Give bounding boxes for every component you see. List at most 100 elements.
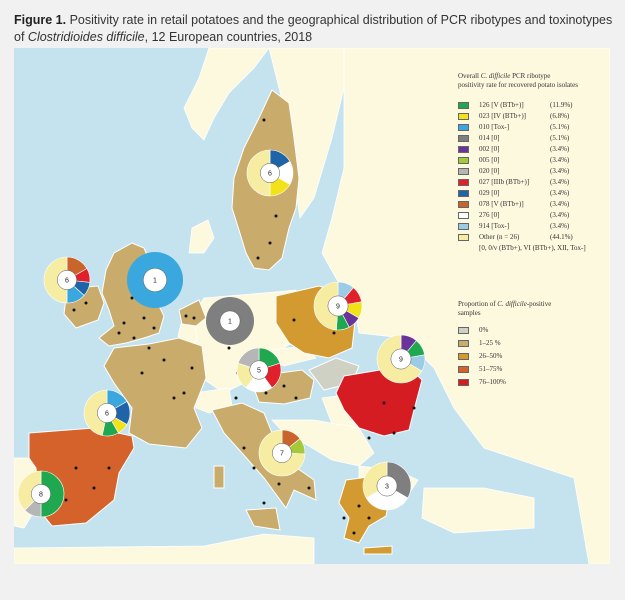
pie-count-label: 9 (399, 357, 403, 364)
netherlands (178, 299, 207, 327)
sampling-dot (357, 504, 361, 508)
pie-center (260, 163, 280, 183)
legend-swatch (458, 190, 469, 197)
ribotype-legend-item: 002 [0] (3.4%) (458, 144, 608, 155)
ribotype-legend-title: Overall C. difficile PCR ribotype positi… (458, 72, 608, 90)
sampling-dot (367, 516, 371, 520)
sampling-dot (122, 321, 126, 325)
pie-center (142, 267, 168, 293)
sampling-dot (262, 118, 266, 122)
ribotype-legend-item: 005 [0] (3.4%) (458, 155, 608, 166)
pie-center (272, 443, 292, 463)
ribotype-code: 078 [V (BTb+)] (479, 200, 524, 208)
ribotype-legend-title-suffix: PCR ribotype (512, 72, 551, 80)
sampling-dot (274, 214, 278, 218)
sampling-dot (152, 326, 156, 330)
ribotype-code: Other (n = 26) (479, 233, 520, 241)
ribotype-percent: (3.4%) (550, 178, 570, 186)
proportion-label: 0% (479, 326, 489, 334)
proportion-label: 26–50% (479, 352, 503, 360)
north-africa (14, 533, 315, 564)
sampling-dot (282, 384, 286, 388)
pie-slice (40, 470, 65, 518)
sampling-dot (392, 431, 396, 435)
ribotype-percent: (3.4%) (550, 167, 570, 175)
norway (183, 48, 270, 141)
legend-swatch (458, 135, 469, 142)
pie-slice (365, 485, 409, 511)
ribotype-percent: (3.4%) (550, 156, 570, 164)
pie-slice (246, 149, 271, 197)
ribotype-legend-items: 126 [V (BTb+)] (11.9%) 023 [IV (BTb+)] (6.8… (458, 100, 608, 243)
ribotype-pie: 6 (246, 149, 294, 197)
ribotype-legend-item: 078 [V (BTb+)] (3.4%) (458, 199, 608, 210)
sampling-dot (268, 241, 272, 245)
ribotype-percent: (3.4%) (550, 211, 570, 219)
sampling-dot (130, 296, 134, 300)
sampling-dot (252, 466, 256, 470)
legend-swatch (458, 327, 469, 334)
figure-title-species: Clostridioides difficile (27, 30, 145, 44)
sampling-dot (172, 396, 176, 400)
sampling-dot (190, 366, 194, 370)
sampling-dot (64, 498, 68, 502)
sampling-dot (184, 314, 188, 318)
sampling-dot (147, 346, 151, 350)
pie-count-label: 1 (153, 278, 157, 285)
sardinia (213, 465, 225, 489)
sampling-dot (262, 501, 266, 505)
ribotype-code: 029 [0] (479, 189, 500, 197)
proportion-legend: Proportion of C. difficile-positive samp… (458, 300, 608, 389)
ribotype-pie: 8 (17, 470, 65, 518)
ribotype-legend-item: 029 [0] (3.4%) (458, 188, 608, 199)
legend-swatch (458, 212, 469, 219)
sampling-dot (162, 358, 166, 362)
sampling-dot (307, 486, 311, 490)
sampling-dot (182, 391, 186, 395)
ribotype-pie: 7 (258, 429, 306, 477)
proportion-label: 1–25 % (479, 339, 501, 347)
ribotype-pie: 3 (362, 461, 412, 511)
sampling-dot (192, 316, 196, 320)
ribotype-percent: (3.4%) (550, 189, 570, 197)
legend-swatch (458, 179, 469, 186)
ribotype-pies: 6 6 1 1 9 5 9 6 7 8 3 (17, 149, 426, 518)
sampling-dot (412, 406, 416, 410)
legend-swatch (458, 340, 469, 347)
pie-count-label: 5 (257, 368, 261, 375)
ribotype-code: 027 [IIIb (BTb+)] (479, 178, 530, 186)
sampling-dot (107, 466, 111, 470)
legend-swatch (458, 353, 469, 360)
pie-slice (83, 389, 108, 436)
other-ribotypes-note: [0, 0/v (BTb+), VI (BTb+), XII, Tox-] (479, 244, 586, 252)
pie-center (219, 310, 241, 332)
ribotype-percent: (11.9%) (550, 101, 573, 109)
ribotype-legend-item: 010 [Tox-] (5.1%) (458, 122, 608, 133)
sicily (245, 507, 281, 531)
ribotype-code: 023 [IV (BTb+)] (479, 112, 526, 120)
ribotype-legend: Overall C. difficile PCR ribotype positi… (458, 72, 608, 253)
proportion-legend-title-suffix: -positive (526, 300, 552, 308)
ribotype-code: 914 [Tox-] (479, 222, 510, 230)
legend-swatch (458, 223, 469, 230)
legend-swatch (458, 234, 469, 241)
ribotype-percent: (5.1%) (550, 134, 570, 142)
proportion-legend-title-line2: samples (458, 309, 481, 317)
sampling-dot (74, 466, 78, 470)
pie-count-label: 7 (280, 451, 284, 458)
ribotype-code: 020 [0] (479, 167, 500, 175)
ribotype-legend-item: 020 [0] (3.4%) (458, 166, 608, 177)
pie-count-label: 6 (65, 278, 69, 285)
pie-count-label: 3 (385, 484, 389, 491)
proportion-label: 51–75% (479, 365, 503, 373)
sampling-dot (256, 256, 260, 260)
figure-title-tail: , 12 European countries, 2018 (144, 30, 313, 44)
ribotype-percent: (6.8%) (550, 112, 570, 120)
legend-swatch (458, 366, 469, 373)
pie-center (97, 403, 117, 423)
pie-count-label: 1 (228, 319, 232, 326)
proportion-label: 76–100% (479, 378, 506, 386)
sampling-dot (117, 331, 121, 335)
ribotype-pie: 1 (206, 297, 254, 345)
ribotype-legend-title-line2: positivity rate for recovered potato iso… (458, 81, 578, 89)
